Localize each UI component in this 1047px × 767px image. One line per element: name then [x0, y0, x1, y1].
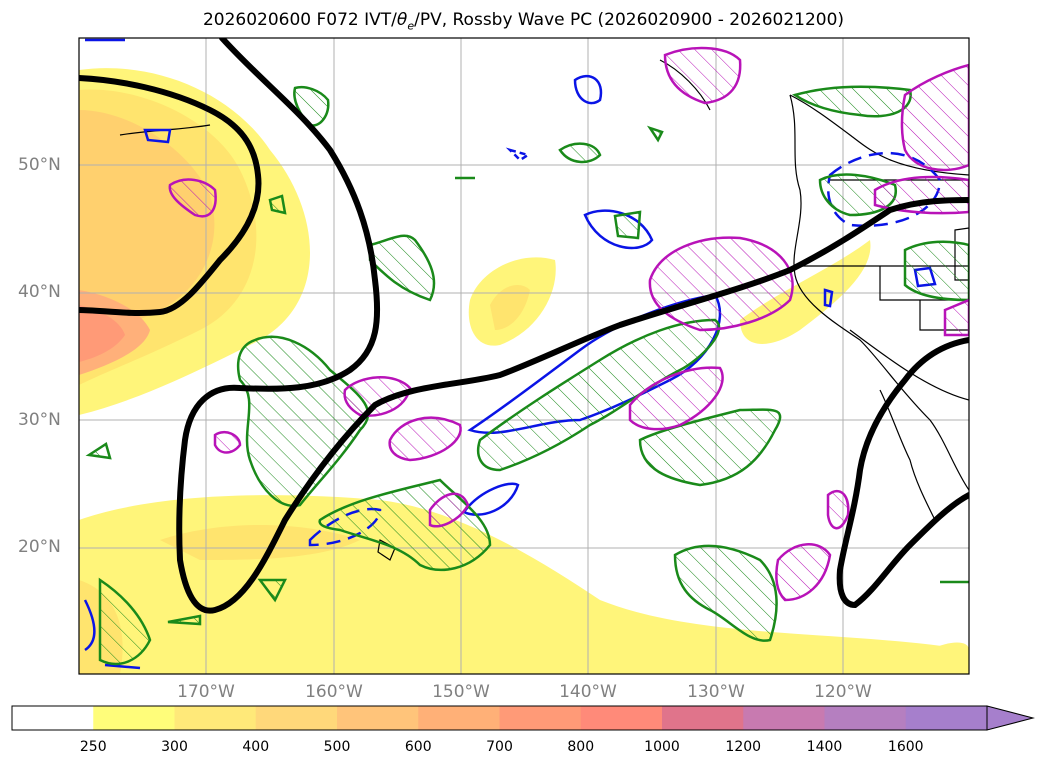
- colorbar-extend-arrow: [986, 705, 1035, 731]
- colorbar-cell: [174, 706, 257, 730]
- colorbar-tick-label: 1400: [806, 739, 843, 755]
- colorbar-cell: [93, 706, 175, 730]
- lon-label-130w: 130°W: [687, 682, 745, 702]
- colorbar-tick-label: 1000: [644, 739, 680, 755]
- lat-label-20n: 20°N: [18, 537, 61, 557]
- colorbar-tick-label: 800: [567, 739, 595, 755]
- colorbar-cell: [255, 706, 338, 730]
- colorbar-cell: [743, 706, 825, 730]
- colorbar-tick-label: 1200: [725, 739, 762, 755]
- colorbar: [11, 705, 1035, 731]
- colorbar-tick-label: 300: [161, 739, 188, 755]
- colorbar-tick-label: 600: [404, 739, 432, 755]
- colorbar-cell: [824, 706, 907, 730]
- colorbar-tick-label: 500: [323, 739, 351, 755]
- colorbar-tick-label: 1600: [887, 739, 924, 755]
- colorbar-cell: [580, 706, 663, 730]
- lon-label-170w: 170°W: [177, 682, 235, 702]
- lon-label-140w: 140°W: [559, 682, 617, 702]
- pv-contours: [79, 38, 969, 614]
- green-contours: [85, 85, 969, 666]
- colorbar-cell: [499, 706, 582, 730]
- colorbar-cell: [337, 706, 419, 730]
- figure-title: 2026020600 F072 IVT/θe/PV, Rossby Wave P…: [202, 10, 845, 33]
- lon-label-120w: 120°W: [814, 682, 872, 702]
- colorbar-tick-label: 400: [242, 739, 270, 755]
- lon-label-150w: 150°W: [432, 682, 490, 702]
- colorbar-cell: [905, 706, 988, 730]
- lon-label-160w: 160°W: [305, 682, 363, 702]
- map-frame: [78, 37, 970, 675]
- colorbar-tick-label: 700: [486, 739, 513, 755]
- lat-label-40n: 40°N: [18, 282, 61, 302]
- colorbar-tick-label: 250: [79, 739, 107, 755]
- colorbar-cell: [662, 706, 744, 730]
- lat-label-30n: 30°N: [18, 410, 61, 430]
- lat-label-50n: 50°N: [18, 155, 61, 175]
- colorbar-cell: [418, 706, 500, 730]
- colorbar-frame: [11, 705, 988, 731]
- colorbar-cell: [12, 706, 94, 730]
